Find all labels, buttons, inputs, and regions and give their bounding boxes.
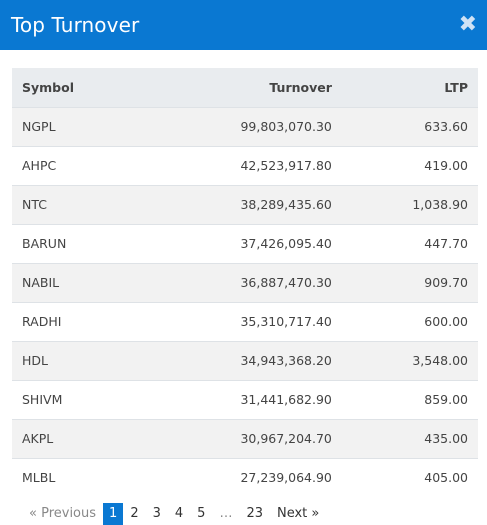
pagination: « Previous 1 2 3 4 5 … 23 Next » xyxy=(22,502,476,525)
next-page-link[interactable]: Next » xyxy=(276,505,320,521)
column-header-ltp[interactable]: LTP xyxy=(444,79,468,95)
symbol-cell: NABIL xyxy=(12,262,142,302)
turnover-cell: 31,441,682.90 xyxy=(141,379,342,419)
table-header-row: Symbol Turnover LTP xyxy=(12,68,478,107)
turnover-cell: 27,239,064.90 xyxy=(141,457,342,497)
ltp-cell: 600.00 xyxy=(341,301,478,341)
page-link-last[interactable]: 23 xyxy=(246,505,263,521)
turnover-table: Symbol Turnover LTP NGPL 99,803,070.30 633… xyxy=(12,68,478,497)
page-link-4[interactable]: 4 xyxy=(174,505,184,521)
modal-title: Top Turnover xyxy=(11,13,140,37)
pagination-ellipsis: … xyxy=(219,505,233,521)
turnover-cell: 99,803,070.30 xyxy=(141,106,342,146)
table-row[interactable]: BARUN 37,426,095.40 447.70 xyxy=(12,223,478,263)
symbol-cell: SHIVM xyxy=(12,379,142,419)
column-header-turnover[interactable]: Turnover xyxy=(269,79,332,95)
symbol-cell: NTC xyxy=(12,184,142,224)
column-header-symbol[interactable]: Symbol xyxy=(22,79,74,95)
turnover-cell: 38,289,435.60 xyxy=(141,184,342,224)
table-row[interactable]: SHIVM 31,441,682.90 859.00 xyxy=(12,379,478,419)
page-link-5[interactable]: 5 xyxy=(197,505,206,521)
ltp-cell: 435.00 xyxy=(341,418,478,458)
symbol-cell: AHPC xyxy=(12,145,142,185)
table-row[interactable]: RADHI 35,310,717.40 600.00 xyxy=(12,301,478,341)
table-body: NGPL 99,803,070.30 633.60 AHPC 42,523,917.80… xyxy=(12,106,478,497)
table-row[interactable]: NTC 38,289,435.60 1,038.90 xyxy=(12,184,478,224)
ltp-cell: 1,038.90 xyxy=(341,184,478,224)
table-row[interactable]: HDL 34,943,368.20 3,548.00 xyxy=(12,340,478,380)
symbol-cell: NGPL xyxy=(12,106,142,146)
previous-page-link[interactable]: « Previous xyxy=(29,505,97,521)
modal-header: Top Turnover ✖ xyxy=(0,0,487,50)
turnover-cell: 36,887,470.30 xyxy=(141,262,342,302)
turnover-cell: 35,310,717.40 xyxy=(141,301,342,341)
ltp-cell: 419.00 xyxy=(341,145,478,185)
table-row[interactable]: MLBL 27,239,064.90 405.00 xyxy=(12,457,478,497)
symbol-cell: MLBL xyxy=(12,457,142,497)
ltp-cell: 405.00 xyxy=(341,457,478,497)
turnover-cell: 30,967,204.70 xyxy=(141,418,342,458)
ltp-cell: 3,548.00 xyxy=(341,340,478,380)
symbol-cell: AKPL xyxy=(12,418,142,458)
modal-body: Symbol Turnover LTP NGPL 99,803,070.30 633… xyxy=(0,50,487,525)
table-row[interactable]: AKPL 30,967,204.70 435.00 xyxy=(12,418,478,458)
turnover-cell: 34,943,368.20 xyxy=(141,340,342,380)
page-link-3[interactable]: 3 xyxy=(152,505,161,521)
symbol-cell: RADHI xyxy=(12,301,142,341)
page-link-1[interactable]: 1 xyxy=(103,502,124,525)
table-row[interactable]: NGPL 99,803,070.30 633.60 xyxy=(12,106,478,146)
table-row[interactable]: AHPC 42,523,917.80 419.00 xyxy=(12,145,478,185)
turnover-cell: 42,523,917.80 xyxy=(141,145,342,185)
close-icon[interactable]: ✖ xyxy=(458,12,477,37)
table-row[interactable]: NABIL 36,887,470.30 909.70 xyxy=(12,262,478,302)
turnover-cell: 37,426,095.40 xyxy=(141,223,342,263)
symbol-cell: HDL xyxy=(12,340,142,380)
ltp-cell: 909.70 xyxy=(341,262,478,302)
ltp-cell: 859.00 xyxy=(341,379,478,419)
ltp-cell: 633.60 xyxy=(341,106,478,146)
page-link-2[interactable]: 2 xyxy=(130,505,139,521)
ltp-cell: 447.70 xyxy=(341,223,478,263)
symbol-cell: BARUN xyxy=(12,223,142,263)
